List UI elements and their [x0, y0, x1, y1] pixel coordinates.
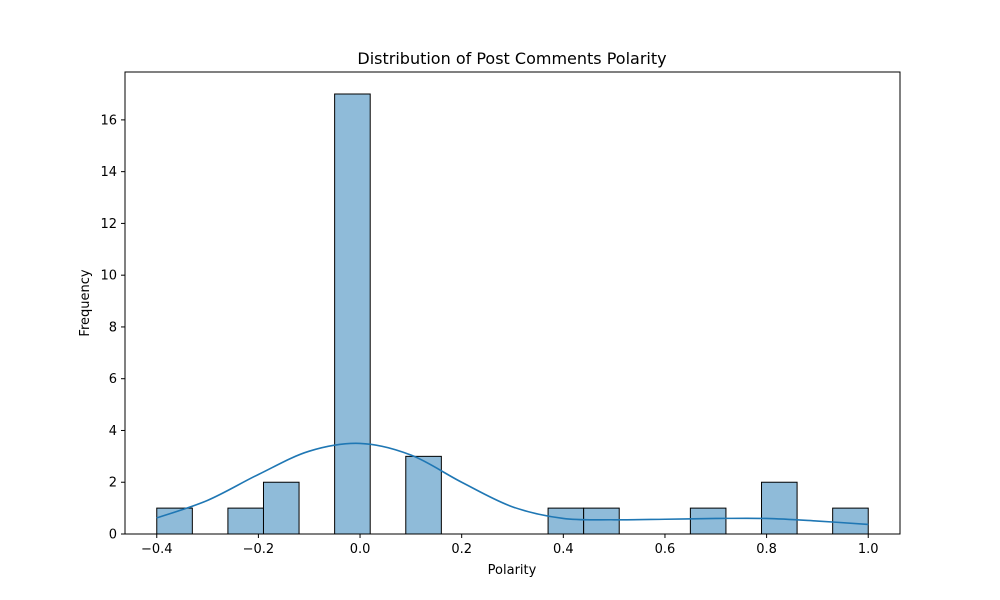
x-axis-label: Polarity — [488, 563, 537, 578]
x-tick-label: −0.2 — [243, 542, 275, 557]
x-tick-label: 0.8 — [756, 542, 777, 557]
histogram-bar — [334, 93, 371, 535]
y-axis-label: Frequency — [78, 269, 93, 336]
chart-title: Distribution of Post Comments Polarity — [357, 49, 666, 68]
bars-layer — [156, 93, 869, 535]
histogram-bar — [227, 507, 264, 535]
y-tick-label: 12 — [100, 217, 117, 232]
histogram-bar — [583, 507, 620, 535]
kde-line — [156, 442, 869, 526]
x-tick-label: 1.0 — [858, 542, 879, 557]
kde-layer — [156, 442, 869, 526]
histogram-bar — [689, 507, 727, 535]
histogram-bar — [262, 481, 300, 535]
x-tick-label: −0.4 — [141, 542, 173, 557]
y-tick-label: 16 — [100, 113, 117, 128]
y-tick-label: 2 — [109, 476, 117, 491]
histogram-bar — [832, 507, 869, 535]
histogram-bar — [761, 481, 798, 535]
y-tick-label: 4 — [109, 424, 117, 439]
histogram-bar — [547, 507, 585, 535]
y-tick-label: 14 — [100, 165, 117, 180]
x-tick-label: 0.6 — [655, 542, 676, 557]
x-tick-label: 0.0 — [350, 542, 371, 557]
x-tick-label: 0.2 — [451, 542, 472, 557]
y-tick-label: 10 — [100, 269, 117, 284]
y-tick-label: 8 — [109, 320, 117, 335]
y-tick-label: 0 — [109, 528, 117, 543]
y-tick-label: 6 — [109, 372, 117, 387]
plot-frame — [124, 71, 901, 535]
ticks-layer: −0.4 −0.2 0.0 0.2 0.4 0.6 0.8 1.0 0 2 4 6 8 10 12 14 16 — [100, 113, 878, 557]
x-tick-label: 0.4 — [553, 542, 574, 557]
